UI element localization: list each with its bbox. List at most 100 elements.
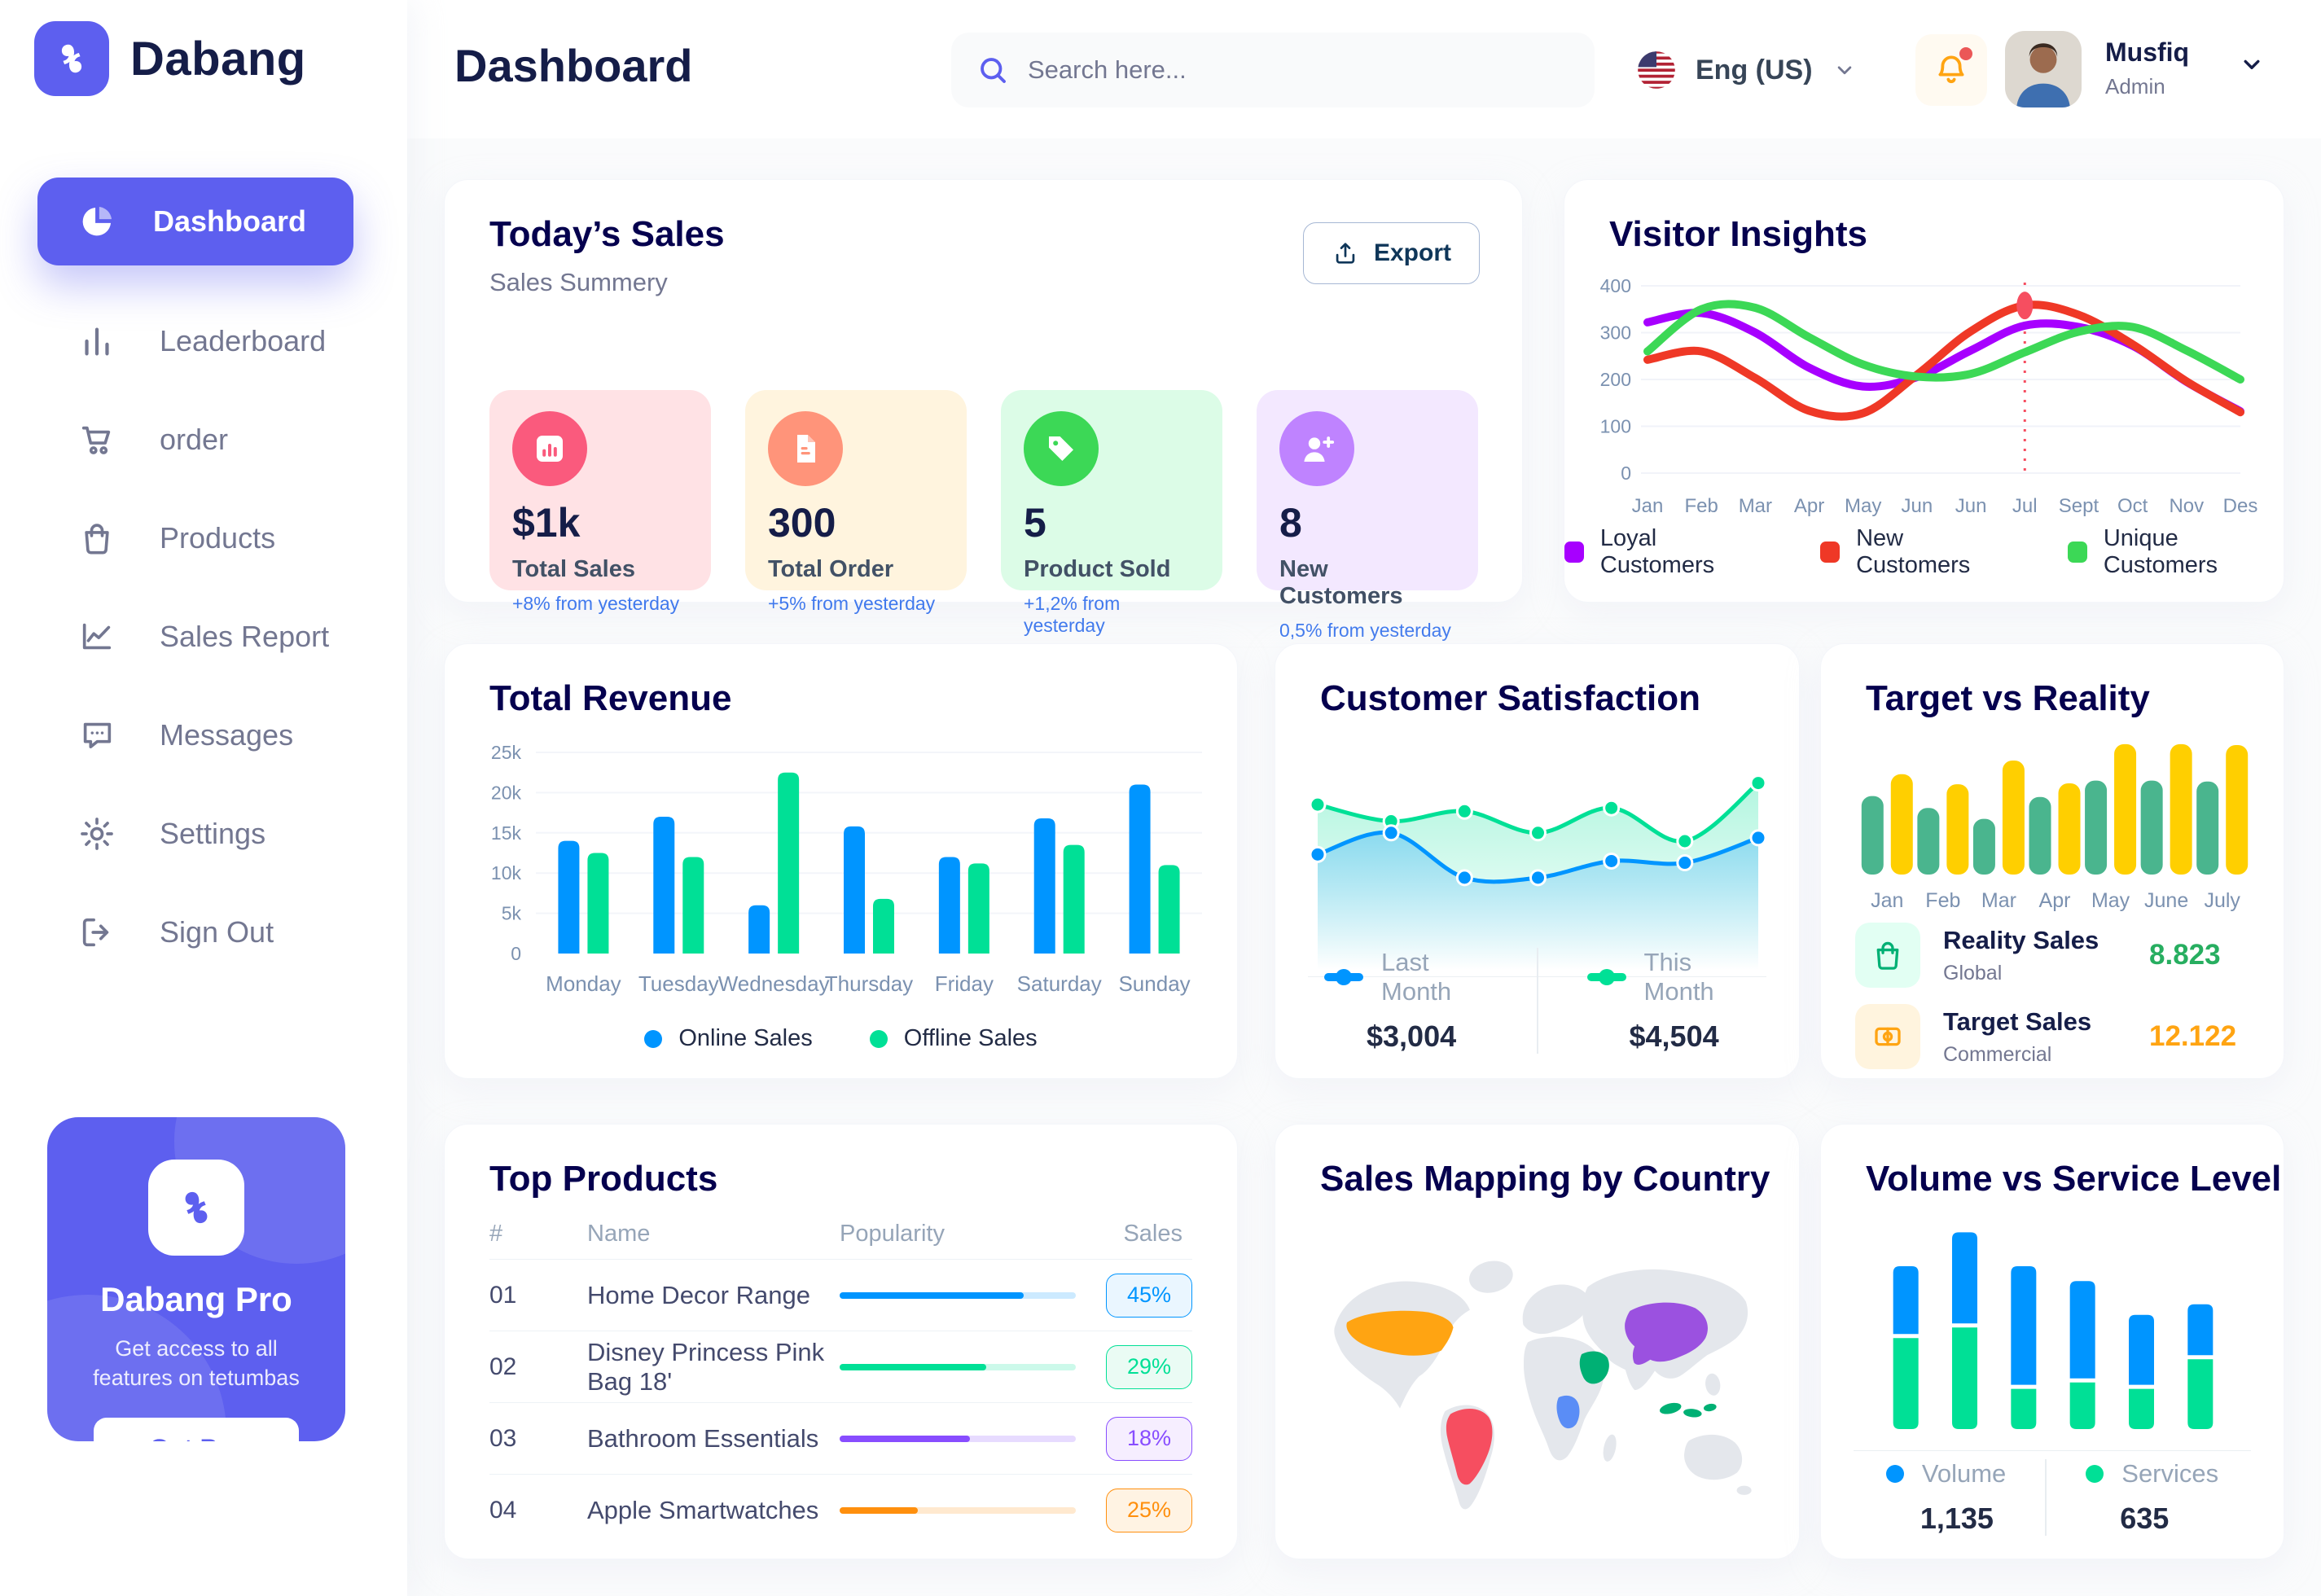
sidebar-item-messages[interactable]: Messages	[0, 686, 407, 784]
product-name: Disney Princess Pink Bag 18'	[587, 1337, 825, 1396]
country-indonesia	[1659, 1402, 1717, 1418]
legend-item: Unique Customers	[2067, 525, 2284, 579]
table-body: 01 Home Decor Range 45% 02 Disney Princess P…	[489, 1259, 1192, 1546]
legend-item: Offline Sales	[869, 1025, 1038, 1052]
language-selector[interactable]: Eng (US)	[1637, 33, 1857, 107]
total-revenue-panel: Total Revenue 0 5k 10k 15k 20k 25k Monday Tuesd…	[444, 643, 1238, 1079]
export-button[interactable]: Export	[1302, 222, 1480, 284]
total-revenue-chart: 0 5k 10k 15k 20k 25k Monday Tuesday Wednesday Thu…	[469, 740, 1214, 1013]
product-name: Bathroom Essentials	[587, 1423, 819, 1453]
search-input[interactable]	[1028, 55, 1570, 85]
avatar[interactable]	[2005, 31, 2082, 107]
sidebar-item-leaderboard[interactable]: Leaderboard	[0, 292, 407, 390]
sidebar-item-sign-out[interactable]: Sign Out	[0, 883, 407, 981]
panel-title: Target vs Reality	[1866, 678, 2150, 718]
total-order-card: 300 Total Order +5% from yesterday	[745, 390, 967, 614]
legend-item: Online Sales	[644, 1025, 813, 1052]
bell-icon	[1938, 55, 1964, 84]
sidebar-item-order[interactable]: order	[0, 390, 407, 489]
sidebar-item-dashboard[interactable]: Dashboard	[37, 178, 353, 265]
svg-text:Jan: Jan	[1632, 495, 1664, 517]
svg-text:Jun: Jun	[1955, 495, 1987, 517]
volume-service-panel: Volume vs Service Level Volume 1,135 Ser…	[1820, 1124, 2284, 1559]
sidebar-item-settings[interactable]: Settings	[0, 784, 407, 883]
svg-text:10k: 10k	[491, 862, 522, 884]
popularity-bar	[840, 1363, 1076, 1370]
table-row: 02 Disney Princess Pink Bag 18' 29%	[489, 1331, 1192, 1402]
card-value: 300	[768, 500, 836, 546]
svg-text:5k: 5k	[502, 903, 522, 924]
line-chart-icon	[82, 623, 112, 649]
chevron-down-icon[interactable]	[2238, 50, 2266, 78]
sidebar-item-label: Products	[160, 520, 276, 555]
svg-text:300: 300	[1600, 322, 1631, 344]
svg-text:25k: 25k	[491, 742, 522, 763]
col-name: Name	[587, 1221, 651, 1247]
volume-total: 1,135	[1920, 1502, 1994, 1535]
panel-title: Visitor Insights	[1609, 214, 1868, 254]
chevron-down-icon	[1837, 66, 1851, 75]
svg-text:Monday: Monday	[546, 971, 621, 996]
legend-services: Services 635	[2045, 1459, 2257, 1536]
user-name: Musfiq	[2105, 37, 2190, 67]
user-role: Admin	[2105, 74, 2165, 99]
card-value: $1k	[512, 500, 581, 546]
country-china	[1625, 1302, 1708, 1365]
sidebar-item-products[interactable]: Products	[0, 489, 407, 587]
svg-text:0: 0	[511, 943, 521, 964]
volume-marker	[1885, 1465, 1904, 1483]
page-title: Dashboard	[454, 40, 693, 91]
sidebar-item-label: Sign Out	[160, 914, 274, 949]
svg-text:Jun: Jun	[1902, 495, 1933, 517]
legend-label: This Month	[1643, 948, 1714, 1006]
target-vs-reality-panel: Target vs Reality Jan Feb Mar Apr May June Jul…	[1820, 643, 2284, 1079]
divider	[1854, 1450, 2251, 1451]
cart-icon	[81, 426, 111, 454]
svg-text:Mar: Mar	[1981, 889, 2016, 912]
popularity-bar	[840, 1506, 1076, 1514]
continents	[1334, 1261, 1752, 1510]
top-products-panel: Top Products # Name Popularity Sales 01 H…	[444, 1124, 1238, 1559]
pro-subtitle: Get access to all features on tetumbas	[93, 1336, 300, 1391]
last-month-total: $3,004	[1367, 1019, 1457, 1053]
notifications-button[interactable]	[1915, 34, 1987, 106]
brand-logo-icon	[34, 21, 109, 96]
product-num: 03	[489, 1424, 517, 1452]
svg-text:May: May	[1845, 495, 1881, 517]
last-month-marker	[1324, 969, 1363, 985]
svg-text:July: July	[2204, 889, 2240, 912]
popularity-bar	[840, 1435, 1076, 1442]
card-value: 8	[1279, 500, 1302, 546]
legend-subtitle: Global	[1943, 961, 2003, 984]
ticket-icon	[1855, 1004, 1920, 1069]
search-bar[interactable]	[951, 33, 1595, 107]
panel-title: Top Products	[489, 1159, 718, 1199]
brand-logo-row: Dabang	[34, 21, 306, 96]
sidebar-item-sales-report[interactable]: Sales Report	[0, 587, 407, 686]
sign-out-icon	[82, 918, 109, 946]
legend-label: Volume	[1921, 1459, 2007, 1488]
customer-satisfaction-panel: Customer Satisfaction Last Month $3,004 …	[1275, 643, 1800, 1079]
svg-text:Sept: Sept	[2059, 495, 2099, 517]
legend-name: Target Sales	[1943, 1006, 2092, 1036]
user-info[interactable]: Musfiq Admin	[2105, 37, 2189, 99]
this-month-total: $4,504	[1629, 1019, 1719, 1053]
file-icon	[768, 411, 843, 486]
col-sales: Sales	[1123, 1221, 1182, 1247]
reality-sales-value: 8.823	[2149, 939, 2221, 971]
card-note: +5% from yesterday	[768, 593, 936, 614]
customer-satisfaction-chart	[1300, 735, 1776, 973]
target-sales-legend-row: Target Sales Commercial 12.122	[1855, 1004, 2251, 1069]
product-sold-card: 5 Product Sold +1,2% from yesterday	[1001, 390, 1222, 636]
sidebar-item-label: Settings	[160, 816, 266, 850]
sales-mapping-panel: Sales Mapping by Country	[1275, 1124, 1800, 1559]
sidebar-item-label: Sales Report	[160, 619, 330, 653]
svg-text:400: 400	[1600, 275, 1631, 296]
sidebar: Dabang Dashboard Leaderboard order	[0, 0, 407, 1596]
table-row: 04 Apple Smartwatches 25%	[489, 1474, 1192, 1546]
svg-text:Feb: Feb	[1685, 495, 1718, 517]
target-vs-reality-chart: Jan Feb Mar Apr May June July	[1849, 730, 2257, 913]
panel-title: Customer Satisfaction	[1320, 678, 1700, 718]
gear-icon	[81, 817, 113, 850]
get-pro-button[interactable]: Get Pro	[94, 1417, 299, 1441]
